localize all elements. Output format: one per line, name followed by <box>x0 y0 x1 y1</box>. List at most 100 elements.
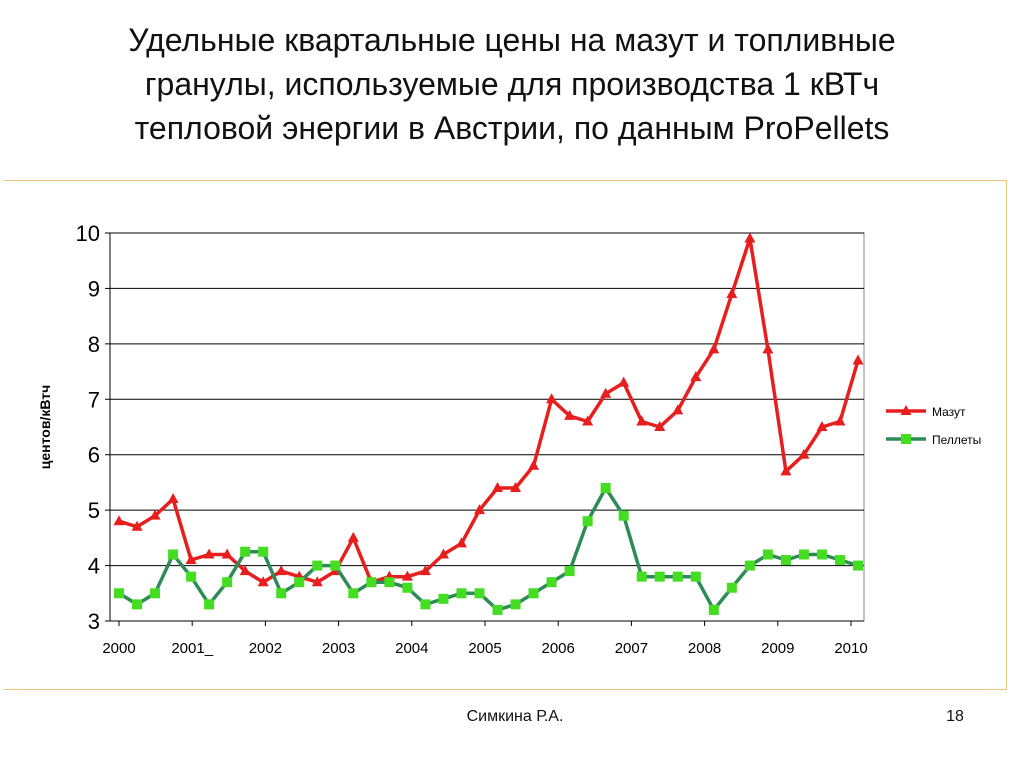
data-point-pellets <box>546 577 557 588</box>
x-tick-label: 2009 <box>761 640 794 657</box>
x-tick-label: 2004 <box>395 640 428 657</box>
data-point-mazut <box>798 448 810 459</box>
slide-title-line-1: Удельные квартальные цены на мазут и топ… <box>128 22 896 58</box>
data-point-pellets <box>618 510 629 521</box>
data-point-mazut <box>131 520 143 531</box>
data-point-mazut <box>149 509 161 520</box>
data-point-pellets <box>564 566 575 577</box>
data-point-pellets <box>240 546 251 557</box>
data-point-pellets <box>438 593 449 604</box>
x-tick-label: 2007 <box>615 640 648 657</box>
data-point-pellets <box>348 588 359 599</box>
slide-title-line-3: тепловой энергии в Австрии, по данным Pr… <box>134 110 890 146</box>
data-point-mazut <box>708 343 720 354</box>
data-point-mazut <box>492 481 504 492</box>
x-tick-label: 2002 <box>249 640 282 657</box>
data-point-pellets <box>726 582 737 593</box>
y-tick-label: 3 <box>88 609 100 634</box>
footer-author: Симкина Р.А. <box>466 708 564 725</box>
data-point-mazut <box>690 371 702 382</box>
data-point-pellets <box>636 571 647 582</box>
data-point-mazut <box>834 415 846 426</box>
data-point-mazut <box>528 459 540 470</box>
data-point-mazut <box>203 548 215 559</box>
data-point-pellets <box>672 571 683 582</box>
data-point-pellets <box>708 604 719 615</box>
data-point-pellets <box>600 482 611 493</box>
data-point-mazut <box>239 565 251 576</box>
data-point-mazut <box>816 421 828 431</box>
data-point-mazut <box>852 354 864 365</box>
data-point-mazut <box>455 537 467 548</box>
data-point-pellets <box>258 546 269 557</box>
data-point-mazut <box>582 415 594 426</box>
data-point-pellets <box>132 599 143 610</box>
y-tick-label: 7 <box>88 387 100 412</box>
data-point-mazut <box>347 531 359 542</box>
legend-marker <box>901 434 911 444</box>
data-point-mazut <box>672 404 684 415</box>
data-point-mazut <box>780 465 792 476</box>
data-point-mazut <box>473 504 485 515</box>
data-point-pellets <box>582 516 593 527</box>
data-point-mazut <box>167 493 179 504</box>
data-point-pellets <box>492 604 503 615</box>
data-point-mazut <box>113 515 125 526</box>
y-axis-label: центов/кВтч <box>37 385 53 470</box>
data-point-mazut <box>546 393 558 404</box>
y-tick-label: 4 <box>88 554 100 579</box>
y-tick-label: 10 <box>76 221 100 246</box>
data-point-pellets <box>420 599 431 610</box>
data-point-pellets <box>654 571 665 582</box>
data-point-mazut <box>437 548 449 559</box>
legend-marker <box>900 405 912 415</box>
slide-title: Удельные квартальные цены на мазут и топ… <box>0 18 1024 150</box>
data-point-mazut <box>401 570 413 581</box>
data-point-pellets <box>528 588 539 599</box>
data-point-pellets <box>276 588 287 599</box>
data-point-mazut <box>726 287 738 298</box>
data-point-pellets <box>690 571 701 582</box>
data-point-mazut <box>510 481 522 492</box>
x-tick-label: 2005 <box>468 640 501 657</box>
data-point-pellets <box>186 571 197 582</box>
data-point-mazut <box>419 565 431 576</box>
data-point-mazut <box>311 576 323 587</box>
data-point-pellets <box>312 560 323 571</box>
data-point-pellets <box>294 577 305 588</box>
data-point-mazut <box>257 576 269 587</box>
page-number: 18 <box>946 708 964 725</box>
data-point-pellets <box>834 555 845 566</box>
data-point-pellets <box>798 549 809 560</box>
data-point-mazut <box>275 565 287 576</box>
data-point-pellets <box>150 588 161 599</box>
data-point-mazut <box>564 409 576 420</box>
data-point-mazut <box>762 343 774 354</box>
data-point-mazut <box>618 376 630 387</box>
data-point-pellets <box>853 560 863 571</box>
data-point-pellets <box>384 577 395 588</box>
data-point-pellets <box>510 599 521 610</box>
data-point-mazut <box>654 421 666 431</box>
data-point-pellets <box>474 588 485 599</box>
y-tick-label: 8 <box>88 332 100 357</box>
data-point-pellets <box>366 577 377 588</box>
data-point-mazut <box>221 548 233 559</box>
x-tick-label: 2001_ <box>171 640 213 657</box>
x-tick-label: 2000 <box>102 640 135 657</box>
data-point-mazut <box>185 554 197 565</box>
data-point-pellets <box>816 549 827 560</box>
y-tick-label: 9 <box>88 276 100 301</box>
data-point-pellets <box>222 577 233 588</box>
series-line-1 <box>118 236 860 584</box>
data-point-pellets <box>456 588 467 599</box>
data-point-pellets <box>330 560 341 571</box>
chart-frame: 10 9 8 7 6 5 4 3 2000 2001_ 2002 2003 2004 2005 2006 20… <box>4 180 1007 690</box>
legend-label: Мазут <box>932 405 966 419</box>
data-point-mazut <box>600 387 612 398</box>
data-point-pellets <box>204 599 215 610</box>
data-point-pellets <box>762 549 773 560</box>
y-tick-label: 6 <box>88 443 100 468</box>
x-tick-label: 2006 <box>542 640 575 657</box>
